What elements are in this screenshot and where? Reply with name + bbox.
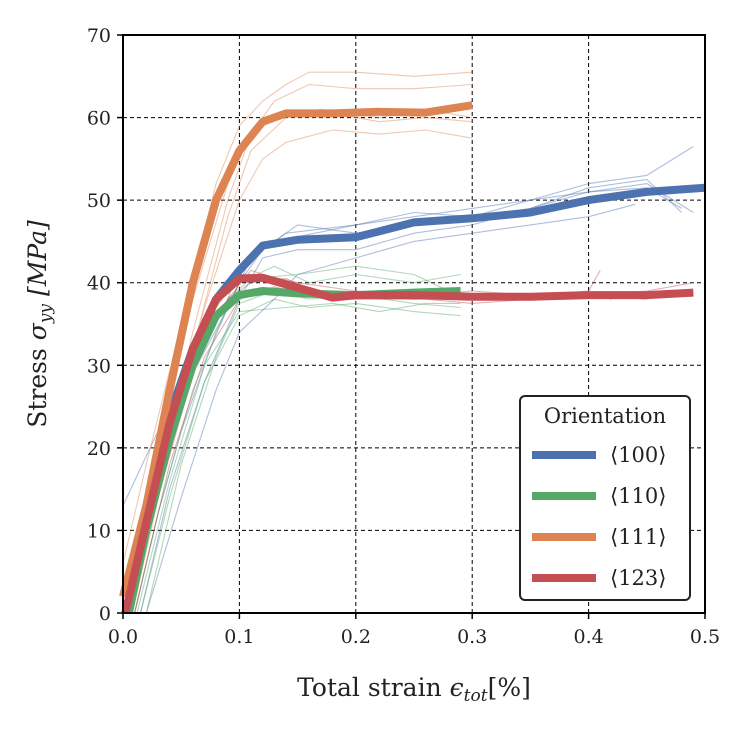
sample-curve-100-2 <box>134 187 682 614</box>
y-tick-label: 30 <box>87 355 111 377</box>
sample-curve-110-4 <box>131 265 450 614</box>
legend-label-110: ⟨110⟩ <box>610 484 666 508</box>
legend-title: Orientation <box>544 404 666 428</box>
x-tick-label: 0.2 <box>341 626 371 648</box>
legend-label-111: ⟨111⟩ <box>610 525 666 549</box>
y-axis-title: Stress σyy[MPa] <box>23 220 56 428</box>
legend-label-100: ⟨100⟩ <box>610 443 666 467</box>
y-tick-label: 40 <box>87 273 111 295</box>
legend-entries: ⟨100⟩ ⟨110⟩ ⟨111⟩ ⟨123⟩ <box>532 443 666 590</box>
y-tick-label: 60 <box>87 108 111 130</box>
x-tick-label: 0.0 <box>108 626 138 648</box>
y-tick-label: 50 <box>87 190 111 212</box>
legend-box <box>519 395 691 601</box>
sample-curve-100-4 <box>145 203 636 614</box>
y-tick-label: 10 <box>87 520 111 542</box>
sample-curve-111-1 <box>122 71 473 564</box>
sample-curve-110-5 <box>136 302 461 614</box>
legend: Orientation ⟨100⟩ ⟨110⟩ ⟨111⟩ ⟨123⟩ <box>519 395 691 601</box>
mean-curves <box>119 101 706 614</box>
legend-label-123: ⟨123⟩ <box>610 566 666 590</box>
mean-curve-111 <box>119 101 473 598</box>
x-tick-label: 0.3 <box>457 626 487 648</box>
sample-curve-100-3 <box>139 178 683 614</box>
x-tick-label: 0.4 <box>573 626 603 648</box>
x-axis-title: Total strain ϵtot[%] <box>297 673 531 706</box>
x-tick-label: 0.5 <box>690 626 720 648</box>
sample-curve-110-2 <box>139 298 461 614</box>
axis-ticks: 0.0 0.1 0.2 0.3 0.4 0.5 0 10 20 30 40 50 60 70 <box>87 25 720 648</box>
y-tick-label: 0 <box>99 603 111 625</box>
y-tick-label: 70 <box>87 25 111 47</box>
y-tick-label: 20 <box>87 438 111 460</box>
sample-curve-111-3 <box>128 112 473 614</box>
x-tick-label: 0.1 <box>224 626 254 648</box>
plot-frame <box>122 34 706 614</box>
mean-curve-123 <box>121 273 694 614</box>
